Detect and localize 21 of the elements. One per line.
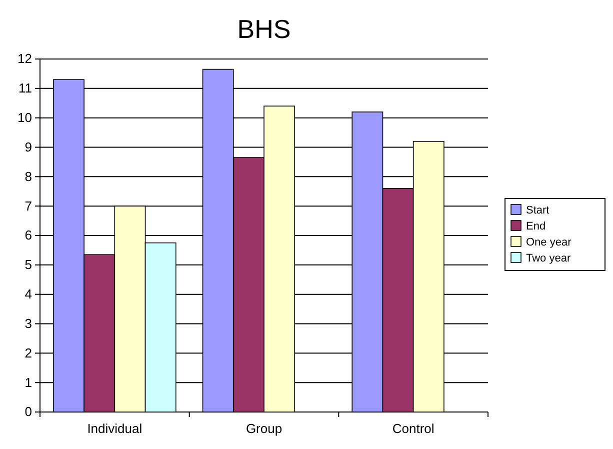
x-tick-label: Control bbox=[392, 421, 434, 436]
y-tick-label: 9 bbox=[24, 139, 32, 154]
y-tick-label: 7 bbox=[24, 198, 32, 214]
legend-label: One year bbox=[526, 236, 572, 248]
y-tick-label: 8 bbox=[24, 168, 32, 184]
x-tick-label: Group bbox=[246, 421, 282, 436]
y-tick-label: 6 bbox=[24, 228, 32, 243]
y-tick-label: 12 bbox=[18, 51, 32, 66]
y-tick-label: 1 bbox=[24, 374, 32, 390]
legend-label: Two year bbox=[526, 252, 571, 264]
y-tick-label: 3 bbox=[24, 316, 32, 331]
y-tick-label: 2 bbox=[24, 345, 32, 360]
y-tick-label: 11 bbox=[18, 80, 32, 96]
legend-label: End bbox=[526, 220, 546, 232]
chart-title: BHS bbox=[237, 14, 291, 44]
x-tick-label: Individual bbox=[87, 421, 142, 436]
y-tick-label: 4 bbox=[24, 286, 32, 302]
y-tick-label: 5 bbox=[24, 257, 32, 272]
legend-label: Start bbox=[526, 204, 550, 216]
y-tick-label: 10 bbox=[18, 110, 32, 125]
y-tick-label: 0 bbox=[24, 404, 32, 420]
